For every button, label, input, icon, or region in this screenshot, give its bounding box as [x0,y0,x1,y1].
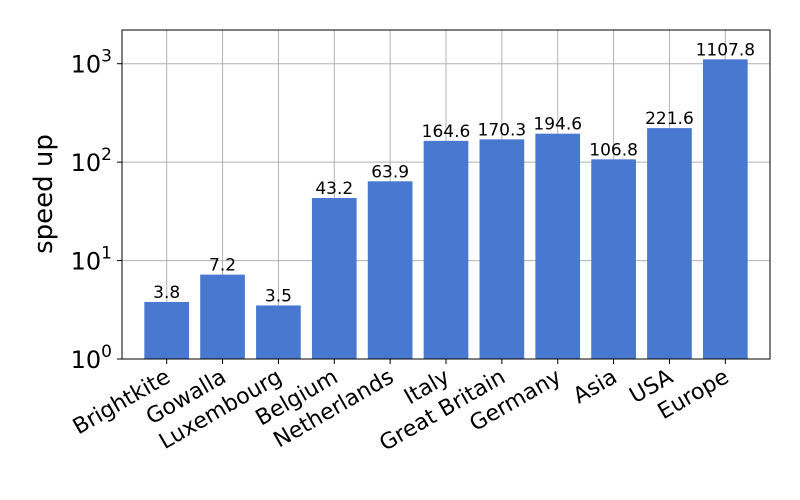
bar-data-label: 7.2 [209,256,236,276]
bar [479,139,525,359]
y-tick-label: 102 [71,145,112,177]
bar [535,133,581,359]
bar [423,140,469,359]
y-tick-label: 103 [71,47,112,79]
y-axis: 100 101 102 103 [71,47,122,374]
y-tick-label: 101 [71,244,112,276]
bar-data-label: 221.6 [645,109,694,129]
bar-data-label: 106.8 [589,140,638,160]
bar [591,159,636,359]
bar [367,181,413,359]
bars [144,59,748,360]
bar-data-label: 43.2 [315,179,353,199]
bar [702,59,748,360]
bar-data-label: 170.3 [478,120,527,140]
y-axis-label: speed up [29,134,59,254]
bar-data-label: 3.5 [265,286,292,306]
bar-data-label: 3.8 [153,283,180,303]
y-tick-label: 100 [71,342,112,374]
x-axis: BrightkiteGowallaLuxembourgBelgiumNether… [69,359,733,457]
bar-data-label: 63.9 [371,162,409,182]
bar [311,198,357,359]
bar [647,128,692,359]
bar-data-label: 194.6 [533,115,582,135]
bar [256,305,301,359]
bar [200,274,245,359]
data-labels: 3.8 7.2 3.5 43.2 63.9 164.6 170.3 194.6 106.8 221… [153,40,755,306]
x-tick-label: Asia [569,365,621,410]
bar-data-label: 1107.8 [696,40,755,60]
bar-data-label: 164.6 [422,122,471,142]
bar [144,301,190,359]
